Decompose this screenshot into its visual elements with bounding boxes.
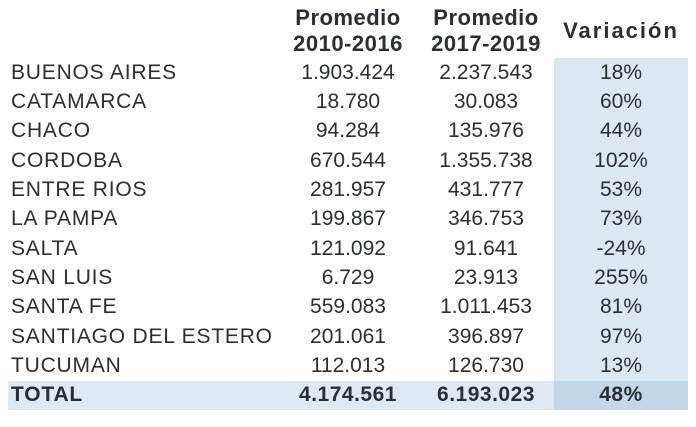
table-row: ENTRE RIOS 281.957 431.777 53% <box>8 175 688 205</box>
table-row: TUCUMAN 112.013 126.730 13% <box>8 351 688 381</box>
table-header-row: Promedio 2010-2016 Promedio 2017-2019 Va… <box>8 4 688 58</box>
variation-value: 53% <box>554 175 688 205</box>
avg-2010-2016-value: 281.957 <box>310 177 386 201</box>
avg-2010-2016-value: 670.544 <box>310 148 386 172</box>
table-row: CATAMARCA 18.780 30.083 60% <box>8 87 688 117</box>
avg-2017-2019-value: 431.777 <box>448 177 524 201</box>
avg-2017-2019-value: 396.897 <box>448 324 524 348</box>
header-line: Promedio <box>433 5 539 30</box>
table-row: LA PAMPA 199.867 346.753 73% <box>8 204 688 234</box>
table-row: SALTA 121.092 91.641 -24% <box>8 233 688 264</box>
province-name: TUCUMAN <box>11 353 122 377</box>
table-row: CORDOBA 670.544 1.355.738 102% <box>8 145 688 176</box>
table-row: SAN LUIS 6.729 23.913 255% <box>8 263 688 293</box>
variation-value: 102% <box>554 145 688 176</box>
province-name: ENTRE RIOS <box>11 177 148 201</box>
variation-column-header: Variación <box>554 4 688 58</box>
avg-2010-2016-value: 199.867 <box>310 207 386 231</box>
variation-value: 97% <box>554 321 688 352</box>
avg-2017-2019-value: 91.641 <box>453 236 519 260</box>
avg-2017-2019-value: 126.730 <box>448 353 524 377</box>
province-name: CHACO <box>11 119 91 143</box>
variation-value: 13% <box>554 351 688 381</box>
avg-2017-2019-value: 6.193.023 <box>437 383 535 407</box>
variation-value: 60% <box>554 87 688 117</box>
avg-2010-2016-value: 1.903.424 <box>301 60 395 84</box>
province-name: CORDOBA <box>11 148 123 172</box>
avg-2017-2019-value: 346.753 <box>448 207 524 231</box>
avg-2010-2016-value: 94.284 <box>315 119 381 143</box>
variation-value: 81% <box>554 292 688 322</box>
province-name: BUENOS AIRES <box>11 60 177 84</box>
table-row: SANTIAGO DEL ESTERO 201.061 396.897 97% <box>8 321 688 352</box>
avg-2017-2019-value: 1.011.453 <box>440 295 532 319</box>
variation-value: 18% <box>554 58 688 88</box>
variation-value: -24% <box>554 233 688 264</box>
avg-2010-2016-column-header: Promedio 2010-2016 <box>278 4 418 58</box>
table-body: BUENOS AIRES 1.903.424 2.237.543 18% CAT… <box>8 58 688 410</box>
variation-value: 44% <box>554 116 688 146</box>
header-line: 2010-2016 <box>293 31 403 56</box>
avg-2010-2016-value: 4.174.561 <box>299 383 397 407</box>
avg-2010-2016-value: 112.013 <box>310 353 386 377</box>
avg-2010-2016-value: 559.083 <box>310 295 386 319</box>
province-name: SAN LUIS <box>11 265 114 289</box>
variation-value: 48% <box>554 380 688 410</box>
province-name: TOTAL <box>11 383 84 407</box>
avg-2017-2019-column-header: Promedio 2017-2019 <box>418 4 554 58</box>
province-name: CATAMARCA <box>11 89 147 113</box>
header-line: Variación <box>563 18 679 43</box>
avg-2017-2019-value: 2.237.543 <box>439 60 533 84</box>
province-name: SANTIAGO DEL ESTERO <box>11 324 273 348</box>
avg-2010-2016-value: 121.092 <box>310 236 386 260</box>
avg-2017-2019-value: 23.913 <box>453 265 519 289</box>
header-line: 2017-2019 <box>431 31 541 56</box>
header-line: Promedio <box>295 5 401 30</box>
avg-2017-2019-value: 1.355.738 <box>439 148 533 172</box>
table-row: CHACO 94.284 135.976 44% <box>8 116 688 146</box>
avg-2010-2016-value: 6.729 <box>321 265 375 289</box>
table-row: SANTA FE 559.083 1.011.453 81% <box>8 292 688 322</box>
province-name: SANTA FE <box>11 295 118 319</box>
provinces-table: Promedio 2010-2016 Promedio 2017-2019 Va… <box>8 0 688 410</box>
avg-2017-2019-value: 135.976 <box>448 119 524 143</box>
avg-2010-2016-value: 201.061 <box>310 324 386 348</box>
table-row: TOTAL 4.174.561 6.193.023 48% <box>8 380 688 410</box>
table-row: BUENOS AIRES 1.903.424 2.237.543 18% <box>8 58 688 88</box>
variation-value: 73% <box>554 204 688 234</box>
province-name: LA PAMPA <box>11 207 119 231</box>
province-name: SALTA <box>11 236 79 260</box>
variation-value: 255% <box>554 263 688 293</box>
avg-2010-2016-value: 18.780 <box>315 89 381 113</box>
avg-2017-2019-value: 30.083 <box>453 89 519 113</box>
province-column-header <box>8 4 278 58</box>
